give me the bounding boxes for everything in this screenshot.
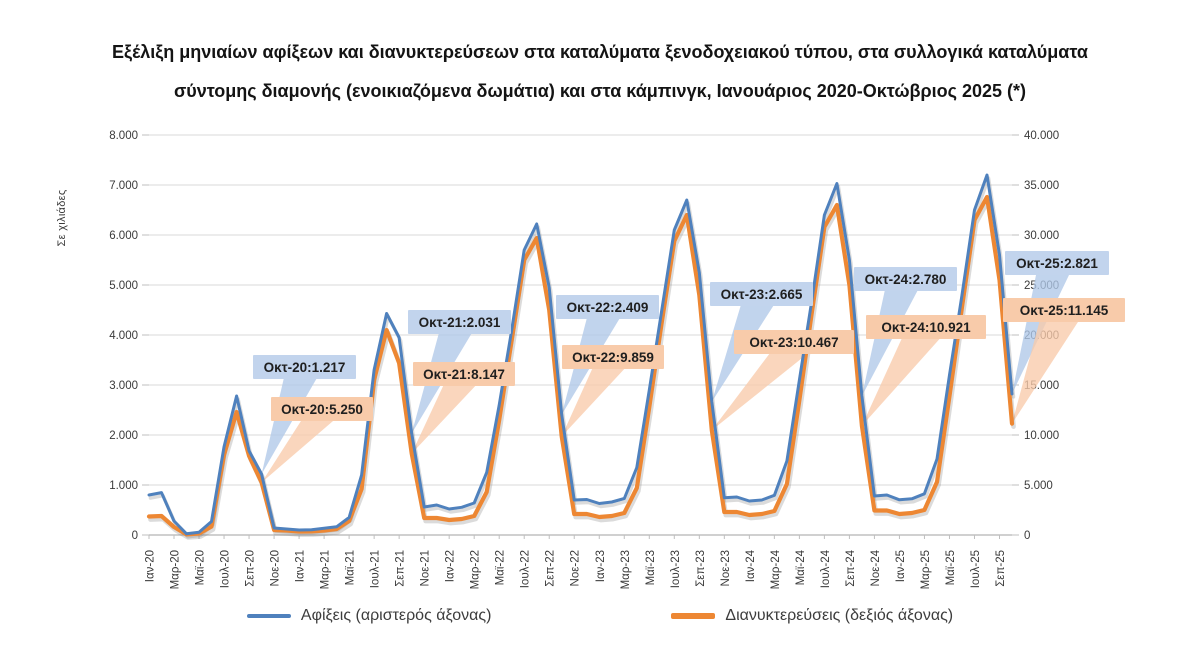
svg-text:Ιουλ-22: Ιουλ-22 — [520, 550, 532, 588]
svg-text:40.000: 40.000 — [1024, 130, 1059, 142]
arrivals-line-swatch — [246, 614, 291, 618]
chart-title-line1: Εξέλιξη μηνιαίων αφίξεων και διανυκτερεύ… — [112, 42, 1088, 62]
svg-text:Ιαν-22: Ιαν-22 — [445, 550, 457, 582]
svg-text:Μαϊ-21: Μαϊ-21 — [345, 550, 357, 585]
svg-text:Μαϊ-24: Μαϊ-24 — [795, 549, 807, 585]
svg-text:Νοε-22: Νοε-22 — [570, 550, 582, 586]
callout-wedge — [711, 353, 809, 431]
left-axis-tick-labels: 0 1.000 2.000 3.000 4.000 5.000 6.000 7.000 8.00… — [109, 130, 138, 542]
callout-wedge — [261, 420, 335, 483]
legend: Αφίξεις (αριστερός άξονας) Διανυκτερεύσε… — [0, 607, 1200, 625]
legend-label-nights: Διανυκτερεύσεις (δεξιός άξονας) — [725, 607, 954, 624]
svg-text:8.000: 8.000 — [109, 130, 138, 142]
svg-text:Μαϊ-25: Μαϊ-25 — [945, 550, 957, 585]
svg-text:2.000: 2.000 — [109, 430, 138, 442]
svg-text:Νοε-21: Νοε-21 — [420, 550, 432, 586]
svg-text:1.000: 1.000 — [109, 480, 138, 492]
svg-text:Μαρ-20: Μαρ-20 — [170, 550, 182, 589]
svg-text:35.000: 35.000 — [1024, 180, 1059, 192]
svg-text:Σεπ-23: Σεπ-23 — [695, 550, 707, 587]
svg-text:Μαϊ-23: Μαϊ-23 — [645, 550, 657, 585]
callout-nights-Οκτ-23: Οκτ-23:10.467 — [734, 330, 854, 354]
svg-text:5.000: 5.000 — [1024, 480, 1053, 492]
callout-nights-Οκτ-25: Οκτ-25:11.145 — [1003, 298, 1125, 322]
callout-wedge — [561, 318, 620, 415]
callout-wedge — [861, 338, 941, 426]
svg-text:Ιουλ-20: Ιουλ-20 — [220, 550, 232, 588]
svg-text:Σεπ-24: Σεπ-24 — [845, 549, 857, 586]
chart-title: Εξέλιξη μηνιαίων αφίξεων και διανυκτερεύ… — [0, 33, 1200, 111]
svg-text:Μαρ-25: Μαρ-25 — [920, 550, 932, 589]
svg-text:Νοε-20: Νοε-20 — [270, 550, 282, 586]
svg-text:5.000: 5.000 — [109, 280, 138, 292]
svg-text:Ιαν-23: Ιαν-23 — [595, 550, 607, 582]
svg-text:7.000: 7.000 — [109, 180, 138, 192]
svg-text:Ιουλ-25: Ιουλ-25 — [970, 550, 982, 588]
callout-wedge — [561, 368, 626, 437]
svg-text:Μαρ-24: Μαρ-24 — [770, 549, 782, 589]
svg-text:Ιαν-24: Ιαν-24 — [745, 549, 757, 582]
callout-arrivals-Οκτ-20: Οκτ-20:1.217 — [253, 355, 356, 379]
legend-label-arrivals: Αφίξεις (αριστερός άξονας) — [300, 607, 492, 624]
callout-arrivals-Οκτ-22: Οκτ-22:2.409 — [556, 295, 659, 319]
callout-wedge — [1012, 321, 1079, 424]
callout-nights-Οκτ-20: Οκτ-20:5.250 — [271, 397, 373, 421]
svg-text:Ιουλ-24: Ιουλ-24 — [820, 549, 832, 588]
svg-text:0: 0 — [1024, 530, 1030, 542]
svg-text:3.000: 3.000 — [109, 380, 138, 392]
x-axis-labels: Ιαν-20 Μαρ-20 Μαϊ-20 Ιουλ-20 Σεπ-20 Νοε-20 Ιαν… — [145, 535, 1007, 589]
callout-arrivals-Οκτ-25: Οκτ-25:2.821 — [1005, 251, 1109, 275]
callout-nights-Οκτ-24: Οκτ-24:10.921 — [866, 315, 986, 339]
svg-text:Σεπ-21: Σεπ-21 — [395, 550, 407, 587]
svg-text:4.000: 4.000 — [109, 330, 138, 342]
svg-text:Σεπ-22: Σεπ-22 — [545, 550, 557, 587]
legend-item-nights: Διανυκτερεύσεις (δεξιός άξονας) — [671, 607, 953, 625]
svg-text:Ιουλ-21: Ιουλ-21 — [370, 550, 382, 588]
series-line-arrivals — [147, 173, 1014, 536]
svg-text:Μαρ-22: Μαρ-22 — [470, 550, 482, 589]
callout-arrivals-Οκτ-21: Οκτ-21:2.031 — [408, 310, 511, 334]
svg-text:10.000: 10.000 — [1024, 430, 1059, 442]
callout-arrivals-Οκτ-24: Οκτ-24:2.780 — [854, 267, 957, 291]
svg-text:Ιουλ-23: Ιουλ-23 — [670, 550, 682, 588]
callout-wedge — [1012, 274, 1070, 394]
svg-text:Μαϊ-22: Μαϊ-22 — [495, 550, 507, 585]
callout-nights-Οκτ-22: Οκτ-22:9.859 — [562, 345, 664, 369]
callout-nights-Οκτ-21: Οκτ-21:8.147 — [413, 362, 515, 386]
svg-text:Μαϊ-20: Μαϊ-20 — [195, 550, 207, 585]
nights-line-swatch — [671, 613, 716, 619]
svg-text:Ιαν-25: Ιαν-25 — [895, 550, 907, 582]
svg-text:0: 0 — [132, 530, 138, 542]
chart-title-line2: σύντομης διαμονής (ενοικιαζόμενα δωμάτια… — [173, 81, 1027, 101]
legend-item-arrivals: Αφίξεις (αριστερός άξονας) — [246, 607, 492, 625]
svg-text:Σεπ-20: Σεπ-20 — [245, 550, 257, 587]
callout-wedge — [411, 385, 477, 454]
svg-text:Σεπ-25: Σεπ-25 — [995, 550, 1007, 587]
svg-text:30.000: 30.000 — [1024, 230, 1059, 242]
svg-text:Μαρ-23: Μαρ-23 — [620, 550, 632, 589]
svg-text:Ιαν-21: Ιαν-21 — [295, 550, 307, 582]
svg-text:Ιαν-20: Ιαν-20 — [145, 550, 157, 582]
svg-text:Νοε-24: Νοε-24 — [870, 549, 882, 586]
callout-wedge — [261, 378, 317, 475]
callout-arrivals-Οκτ-23: Οκτ-23:2.665 — [710, 282, 813, 306]
svg-text:Νοε-23: Νοε-23 — [720, 550, 732, 586]
svg-text:6.000: 6.000 — [109, 230, 138, 242]
svg-text:Μαρ-21: Μαρ-21 — [320, 550, 332, 589]
